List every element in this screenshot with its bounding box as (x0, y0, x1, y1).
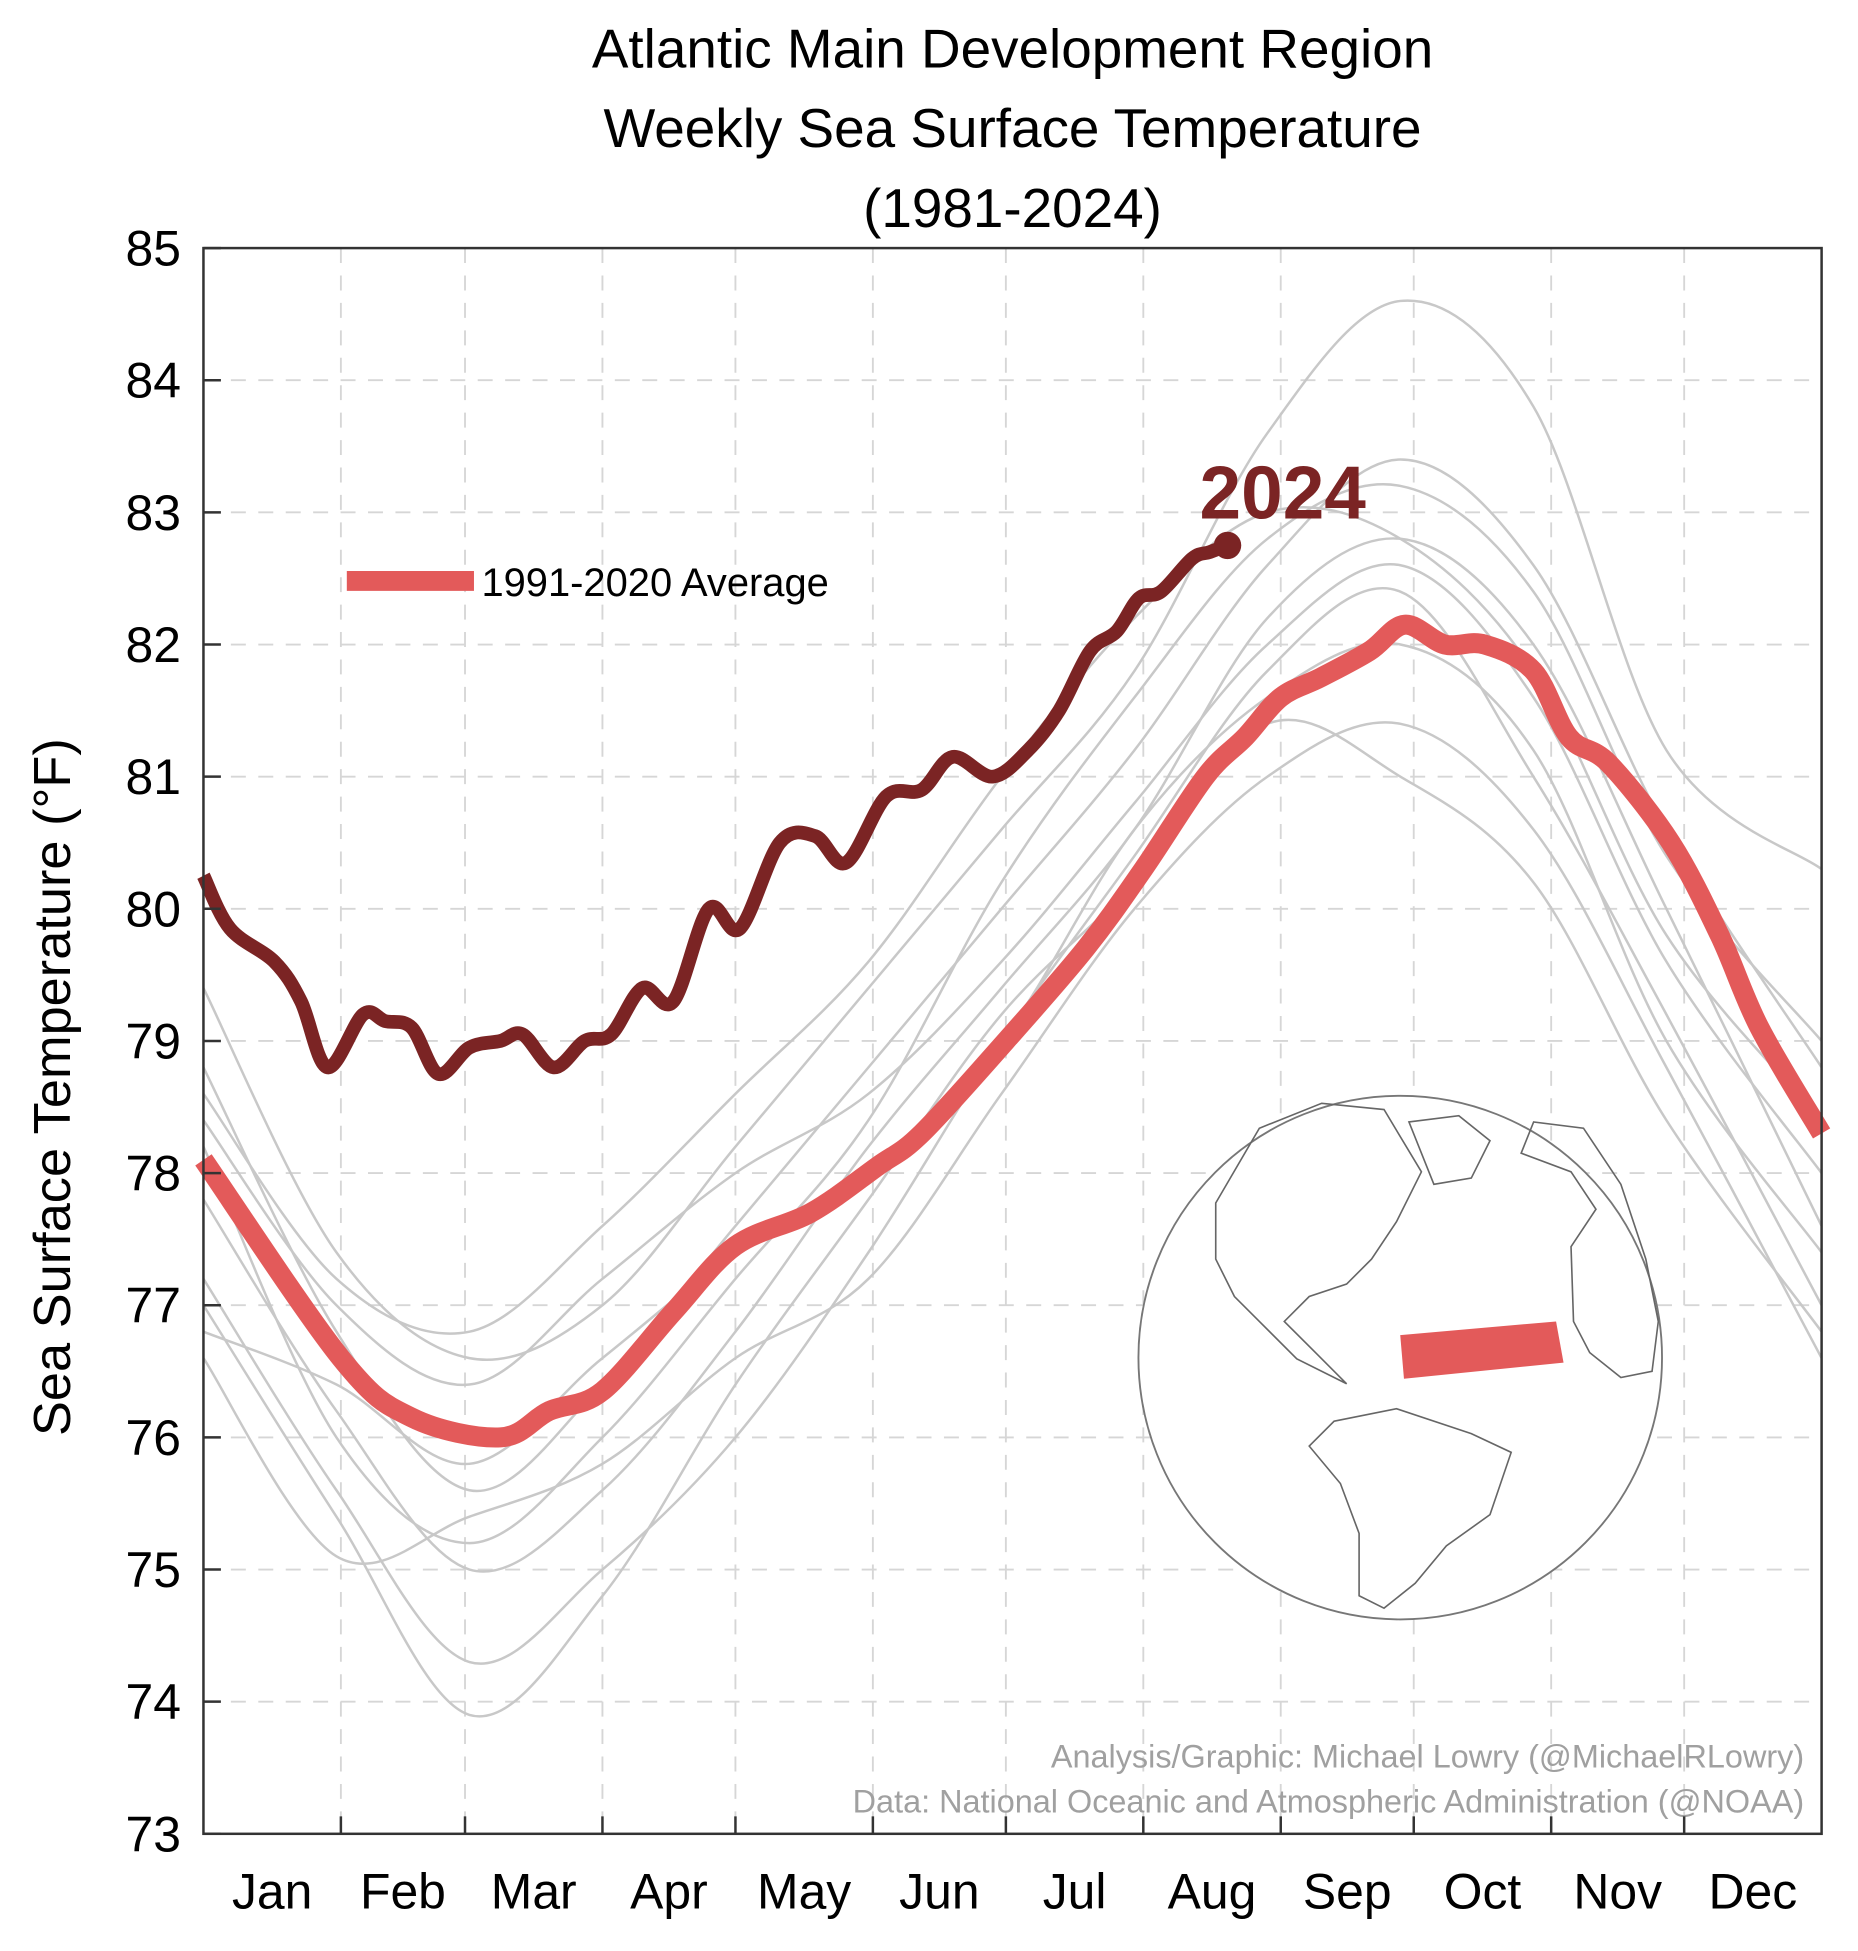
x-tick-label-jul: Jul (1043, 1864, 1107, 1920)
credits: Analysis/Graphic: Michael Lowry (@Michae… (853, 1739, 1805, 1820)
globe-outline (1137, 1094, 1663, 1621)
other-year-line (202, 562, 1823, 1387)
average-line (195, 614, 1831, 1448)
x-tick-label-jun: Jun (899, 1864, 979, 1920)
globe-inset (1137, 1094, 1663, 1621)
y-tick-label: 78 (126, 1146, 181, 1202)
x-tick-label-jan: Jan (232, 1864, 312, 1920)
endpoint-2024 (1213, 531, 1242, 560)
credit-analysis: Analysis/Graphic: Michael Lowry (@Michae… (1051, 1739, 1804, 1775)
other-year-line (202, 718, 1823, 1718)
x-tick-label-nov: Nov (1573, 1864, 1662, 1920)
data-lines (195, 531, 1831, 1448)
chart-title: Atlantic Main Development Region Weekly … (592, 17, 1433, 239)
y-tick-label: 77 (126, 1278, 181, 1334)
other-year-line (202, 299, 1823, 1362)
title-line-2: Weekly Sea Surface Temperature (604, 97, 1422, 159)
label-2024: 2024 (1200, 451, 1367, 535)
y-tick-label: 74 (126, 1674, 181, 1730)
x-tick-label-oct: Oct (1444, 1864, 1522, 1920)
y-tick-label: 73 (126, 1806, 181, 1862)
y-tick-label: 85 (126, 221, 181, 277)
title-line-1: Atlantic Main Development Region (592, 17, 1433, 79)
y-tick-label: 84 (126, 353, 181, 409)
axes: 73 74 75 76 77 78 79 80 81 82 83 84 85 Jan Feb Mar Apr Ma… (126, 221, 1798, 1920)
legend-label-average: 1991-2020 Average (481, 561, 828, 605)
other-year-line (202, 458, 1823, 1493)
other-year-line (202, 483, 1823, 1545)
line-2024 (197, 538, 1230, 1081)
credit-data: Data: National Oceanic and Atmospheric A… (853, 1784, 1805, 1820)
south-america-outline (1308, 1407, 1513, 1610)
x-tick-label-apr: Apr (630, 1864, 708, 1920)
legend: 1991-2020 Average (346, 561, 829, 605)
x-tick-label-mar: Mar (491, 1864, 577, 1920)
y-tick-label: 75 (126, 1542, 181, 1598)
north-america-outline (1214, 1102, 1423, 1385)
y-tick-label: 81 (126, 749, 181, 805)
y-tick-label: 79 (126, 1013, 181, 1069)
other-year-line (202, 641, 1823, 1466)
y-axis-label: Sea Surface Temperature (°F) (24, 738, 82, 1436)
x-tick-label-dec: Dec (1709, 1864, 1798, 1920)
x-tick-label-may: May (757, 1864, 851, 1920)
africa-europe-outline (1520, 1121, 1660, 1379)
greenland-outline (1407, 1114, 1492, 1186)
x-tick-label-feb: Feb (360, 1864, 446, 1920)
x-tick-label-aug: Aug (1168, 1864, 1257, 1920)
x-tick-label-sep: Sep (1303, 1864, 1392, 1920)
y-tick-label: 82 (126, 617, 181, 673)
title-line-3: (1981-2024) (863, 177, 1162, 239)
y-tick-label: 83 (126, 485, 181, 541)
main-development-region-box (1400, 1321, 1564, 1379)
y-tick-label: 80 (126, 881, 181, 937)
other-year-line (202, 721, 1823, 1565)
y-tick-label: 76 (126, 1410, 181, 1466)
other-year-line (202, 537, 1823, 1573)
